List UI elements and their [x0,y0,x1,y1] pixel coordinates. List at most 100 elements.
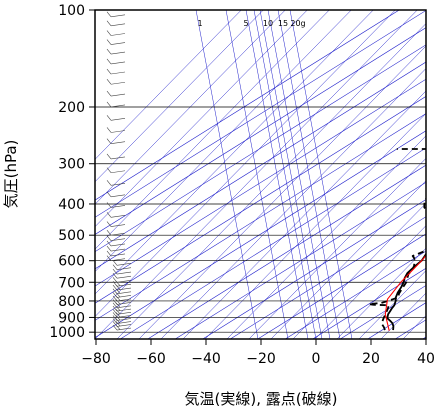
wind-barbs [106,11,132,331]
wind-barb [106,167,126,174]
mixing-ratio-line [259,10,323,339]
wind-barb [112,315,132,321]
wind-barb [106,250,126,257]
wind-barb [106,101,126,108]
wind-barb [106,221,126,227]
y-tick-label: 1000 [49,325,85,341]
isotherm-line [202,199,426,339]
wind-barb [106,30,126,36]
isotherm-line [175,181,426,339]
isotherm-line [95,10,426,218]
sounding-series [367,148,426,331]
dry-adiabat-line [95,10,352,272]
temperature-line [386,252,426,331]
wind-barb [106,48,126,55]
y-tick-label: 900 [58,310,85,326]
wind-barb [112,260,132,266]
y-tick-label: 800 [58,294,85,310]
x-tick-label: −80 [81,351,111,367]
isotherm-line [95,130,426,338]
dry-adiabat-line [270,180,426,339]
dry-adiabat-line [95,10,396,317]
wind-barb [106,127,126,133]
dry-adiabat-line [95,10,242,160]
wind-barb [106,68,126,75]
wind-barb [112,273,132,279]
isotherm-line [95,44,426,253]
wind-barb [106,11,126,18]
wind-barb [106,245,126,252]
wind-barb [106,212,126,218]
x-tick-label: 40 [417,351,435,367]
wind-barb [112,268,132,275]
wind-barb [106,240,126,247]
dry-adiabat-line [226,135,426,339]
mixing-ratio-label: 10 [263,19,273,28]
isotherm-line [95,10,400,201]
y-tick-label: 700 [58,275,85,291]
wind-barb [112,264,132,271]
mixing-ratio-line [289,10,353,339]
wind-barb [112,305,132,312]
mixing-ratio-line [253,10,317,339]
dry-adiabat-line [138,45,426,339]
wind-barb [112,309,132,315]
y-tick-label: 600 [58,254,85,270]
isotherm-line [285,250,426,339]
wind-barb [112,277,132,283]
isotherm-line [95,61,426,270]
x-tick-label: −20 [246,351,276,367]
mixing-ratio-line [195,10,259,339]
y-tick-label: 200 [58,100,85,116]
isotherm-line [257,233,426,339]
wind-barb [106,58,126,65]
wind-barb [106,79,126,85]
wind-barb [106,230,126,236]
mixing-ratio-label: 1 [197,19,202,28]
isotherm-line [95,78,426,287]
wind-barb [106,255,126,261]
isotherm-line [95,96,426,304]
wind-barb [106,20,126,27]
x-tick-label: 20 [362,351,380,367]
wind-barb [106,191,126,198]
isotherm-line [312,267,426,339]
dry-adiabat-line [95,10,418,339]
parcel-line [384,254,426,331]
dewpoint-line [367,148,426,331]
isotherm-line [95,27,426,235]
x-tick-label: −40 [191,351,221,367]
y-tick-label: 400 [58,197,85,213]
wind-barb [112,318,132,324]
plot-background [95,10,426,339]
wind-barb [106,39,126,45]
isotherm-line [147,164,426,339]
dry-adiabat-line [336,247,426,339]
isotherm-line [230,216,426,339]
dry-adiabat-line [292,202,426,339]
wind-barb [106,180,126,186]
dry-adiabat-line [95,10,286,205]
mixing-ratio-label: 5 [243,19,248,28]
dry-adiabat-line [95,10,308,228]
dry-adiabat-line [204,113,426,339]
dry-adiabat-line [95,10,264,183]
mixing-ratio-label: 15 [278,19,288,28]
wind-barb [112,321,132,327]
mixing-ratio-line [225,10,289,339]
mixing-ratio-line [245,10,309,339]
wind-barb [106,138,126,144]
y-tick-label: 300 [58,157,85,173]
y-tick-label: 500 [58,228,85,244]
y-axis-title: 気圧(hPa) [2,140,20,209]
wind-barb [112,312,132,318]
mixing-ratio-label: 20g [290,19,305,28]
x-tick-label: −60 [136,351,166,367]
wind-barb [106,235,126,241]
mixing-ratio-line [267,10,331,339]
dry-adiabat-line [95,10,330,250]
x-axis-ticks: −80 −60 −40 −20 0 20 40 [81,339,435,367]
isotherm-line [95,113,426,321]
